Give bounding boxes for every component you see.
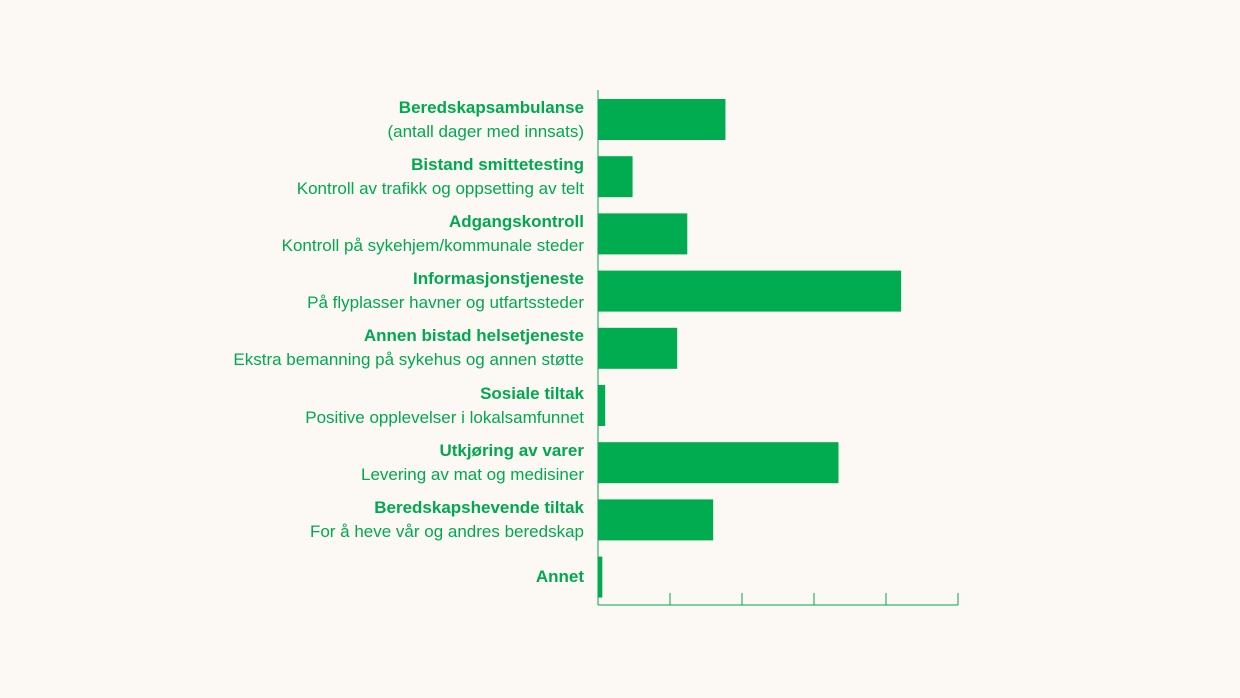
category-label: Bistand smittetesting Kontroll av trafikk… (297, 153, 584, 201)
bar (598, 99, 726, 140)
category-label: Beredskapsambulanse (antall dager med inn… (387, 96, 584, 144)
category-label: Adgangskontroll Kontroll på sykehjem/komm… (282, 210, 584, 258)
category-label: Beredskapshevende tiltak For å heve vår o… (310, 496, 584, 544)
category-title: Adgangskontroll (448, 211, 584, 231)
bar (598, 156, 633, 198)
category-title: Annen bistad helsetjeneste (363, 326, 584, 346)
bars-group (598, 99, 902, 598)
category-label: Annen bistad helsetjeneste Ekstra bemanni… (233, 324, 584, 372)
category-sublabel: På flyplasser havner og utfartssteder (307, 293, 584, 313)
category-title: Bistand smittetesting (411, 154, 584, 174)
category-label: Utkjøring av varer Levering av mat og med… (361, 439, 584, 487)
category-label: Annet (536, 565, 584, 589)
category-sublabel: Positive opplevelser i lokalsamfunnet (305, 407, 584, 427)
category-label: Informasjonstjeneste På flyplasser havner… (307, 267, 584, 315)
category-sublabel: Kontroll av trafikk og oppsetting av tel… (296, 178, 584, 198)
category-title: Utkjøring av varer (439, 440, 584, 460)
category-sublabel: For å heve vår og andres beredskap (309, 521, 584, 541)
category-title: Annet (535, 567, 584, 587)
bar (598, 385, 606, 426)
category-sublabel: (antall dager med innsats) (387, 121, 584, 141)
bar (598, 270, 902, 312)
category-title: Sosiale tiltak (480, 383, 584, 403)
category-title: Informasjonstjeneste (413, 269, 584, 289)
bar (598, 327, 678, 369)
category-sublabel: Kontroll på sykehjem/kommunale steder (281, 235, 584, 255)
bar (598, 213, 688, 255)
category-label: Sosiale tiltak Positive opplevelser i lok… (305, 382, 584, 430)
axes-group (597, 90, 959, 606)
category-sublabel: Ekstra bemanning på sykehus og annen stø… (233, 350, 584, 370)
bar (598, 442, 839, 484)
bar (598, 556, 603, 598)
category-sublabel: Levering av mat og medisiner (360, 464, 584, 484)
bar (598, 499, 714, 541)
category-title: Beredskapsambulanse (398, 97, 584, 117)
category-title: Beredskapshevende tiltak (374, 497, 584, 517)
